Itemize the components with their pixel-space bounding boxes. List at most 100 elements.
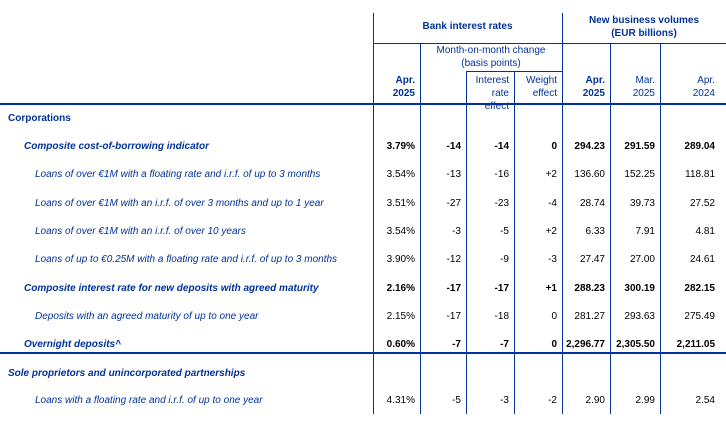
new-business-volumes-line2: (EUR billions) [611, 28, 677, 39]
grid-vline-change-interest [466, 71, 467, 414]
cell-rate: 3.51% [386, 197, 415, 209]
grid-vline-label-boundary [373, 13, 374, 414]
table-row-loans-floating-1y: Loans with a floating rate and i.r.f. of… [0, 386, 726, 414]
cell-vol-mar-2025: 152.25 [624, 168, 655, 180]
cell-vol-apr-2025: 27.47 [579, 253, 605, 265]
column-header-rate-apr-2025: Apr. 2025 [392, 75, 415, 99]
row-label: Loans with a floating rate and i.r.f. of… [35, 394, 263, 406]
grid-vline-vol-apr-mar [610, 43, 611, 414]
cell-weight-effect: +1 [545, 282, 557, 294]
table-row-loans-irf-10y: Loans of over €1M with an i.r.f. of over… [0, 217, 726, 245]
cell-interest-effect: -16 [494, 168, 509, 180]
column-header-volume-apr-2025: Apr. 2025 [582, 75, 605, 99]
cell-rate: 2.16% [386, 282, 415, 294]
column-header-interest-rate-effect: Interest rate effect [475, 75, 509, 112]
cell-weight-effect: +2 [545, 168, 557, 180]
cell-vol-apr-2024: 282.15 [684, 282, 715, 294]
cell-interest-effect: -3 [500, 394, 509, 406]
row-label: Loans of over €1M with an i.r.f. of over… [35, 225, 246, 237]
cell-mom-change: -27 [446, 197, 461, 209]
cell-vol-apr-2025: 2,296.77 [566, 338, 605, 350]
table-row-loans-irf-3m-1y: Loans of over €1M with an i.r.f. of over… [0, 189, 726, 217]
cell-mom-change: -3 [452, 225, 461, 237]
cell-weight-effect: -2 [548, 394, 557, 406]
grid-vline-group-separator [562, 13, 563, 414]
cell-vol-apr-2024: 27.52 [689, 197, 715, 209]
cell-vol-apr-2025: 2.90 [585, 394, 605, 406]
table-row-loans-small-floating: Loans of up to €0.25M with a floating ra… [0, 245, 726, 273]
cell-vol-apr-2024: 118.81 [685, 168, 715, 180]
cell-vol-mar-2025: 2,305.50 [616, 338, 655, 350]
column-header-volume-mar-2025: Mar. 2025 [632, 75, 655, 99]
column-header-volume-apr-2024: Apr. 2024 [692, 75, 715, 99]
column-group-new-business-volumes: New business volumes (EUR billions) [562, 14, 726, 40]
grid-hline-under-group-titles [373, 43, 726, 44]
cell-interest-effect: -14 [494, 140, 509, 152]
cell-weight-effect: 0 [551, 338, 557, 350]
cell-vol-apr-2025: 294.23 [574, 140, 605, 152]
table-row-deposits-1y: Deposits with an agreed maturity of up t… [0, 302, 726, 330]
cell-interest-effect: -5 [500, 225, 509, 237]
row-label: Sole proprietors and unincorporated part… [8, 367, 246, 379]
table-row-corporations: Corporations [0, 104, 726, 132]
cell-rate: 4.31% [386, 394, 415, 406]
cell-vol-apr-2024: 2.54 [695, 394, 715, 406]
row-label: Composite cost-of-borrowing indicator [24, 140, 209, 152]
column-group-month-on-month-change: Month-on-month change (basis points) [420, 44, 562, 70]
grid-vline-vol-mar-apr [660, 43, 661, 414]
grid-vline-interest-weight [514, 71, 515, 414]
grid-hline-section-separator [0, 352, 726, 354]
cell-weight-effect: -4 [548, 197, 557, 209]
cell-vol-mar-2025: 300.19 [624, 282, 655, 294]
cell-rate: 0.60% [386, 338, 415, 350]
cell-mom-change: -13 [446, 168, 461, 180]
cell-vol-mar-2025: 27.00 [629, 253, 655, 265]
cell-mom-change: -17 [446, 310, 461, 322]
cell-vol-apr-2024: 24.61 [689, 253, 715, 265]
cell-vol-apr-2024: 4.81 [695, 225, 715, 237]
cell-vol-apr-2025: 281.27 [574, 310, 605, 322]
cell-mom-change: -12 [446, 253, 461, 265]
cell-rate: 3.54% [386, 168, 415, 180]
cell-rate: 2.15% [386, 310, 415, 322]
column-header-weight-effect: Weight effect [526, 75, 557, 99]
table-row-composite-borrowing: Composite cost-of-borrowing indicator 3.… [0, 132, 726, 160]
cell-vol-mar-2025: 293.63 [624, 310, 655, 322]
cell-vol-apr-2025: 288.23 [574, 282, 605, 294]
new-business-volumes-line1: New business volumes [588, 15, 700, 26]
cell-mom-change: -7 [452, 338, 461, 350]
row-label: Deposits with an agreed maturity of up t… [35, 310, 259, 322]
cell-vol-mar-2025: 291.59 [624, 140, 655, 152]
cell-rate: 3.90% [386, 253, 415, 265]
cell-vol-apr-2024: 2,211.05 [676, 338, 715, 350]
cell-interest-effect: -17 [494, 282, 509, 294]
cell-vol-apr-2025: 136.60 [574, 168, 605, 180]
table-row-overnight-deposits: Overnight deposits^ 0.60% -7 -7 0 2,296.… [0, 330, 726, 358]
cell-interest-effect: -18 [494, 310, 509, 322]
cell-weight-effect: -3 [548, 253, 557, 265]
cell-vol-apr-2024: 289.04 [684, 140, 715, 152]
mom-change-line2: (basis points) [461, 58, 521, 69]
cell-weight-effect: 0 [551, 140, 557, 152]
cell-vol-mar-2025: 39.73 [629, 197, 655, 209]
cell-vol-mar-2025: 7.91 [635, 225, 655, 237]
cell-rate: 3.79% [386, 140, 415, 152]
cell-vol-apr-2025: 28.74 [579, 197, 605, 209]
row-label: Loans of up to €0.25M with a floating ra… [35, 253, 338, 265]
grid-hline-above-effect-cols [466, 71, 562, 72]
column-group-bank-interest-rates: Bank interest rates [422, 21, 513, 32]
cell-mom-change: -17 [446, 282, 461, 294]
cell-weight-effect: 0 [551, 310, 557, 322]
cell-weight-effect: +2 [545, 225, 557, 237]
cell-vol-apr-2024: 275.49 [684, 310, 715, 322]
cell-interest-effect: -9 [500, 253, 509, 265]
cell-rate: 3.54% [386, 225, 415, 237]
row-label: Overnight deposits^ [24, 338, 121, 350]
row-label: Loans of over €1M with an i.r.f. of over… [35, 197, 324, 209]
grid-vline-rate-change [420, 43, 421, 414]
cell-vol-apr-2025: 6.33 [585, 225, 605, 237]
table-row-composite-deposits: Composite interest rate for new deposits… [0, 274, 726, 302]
cell-interest-effect: -7 [500, 338, 509, 350]
table-row-sole-proprietors: Sole proprietors and unincorporated part… [0, 359, 726, 387]
